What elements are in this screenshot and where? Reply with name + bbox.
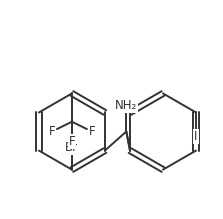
Text: F: F [49, 125, 55, 138]
Text: Br: Br [65, 141, 78, 154]
Text: F: F [69, 135, 75, 148]
Text: I: I [194, 130, 198, 143]
Text: F: F [89, 125, 95, 138]
Text: NH₂: NH₂ [115, 99, 137, 112]
